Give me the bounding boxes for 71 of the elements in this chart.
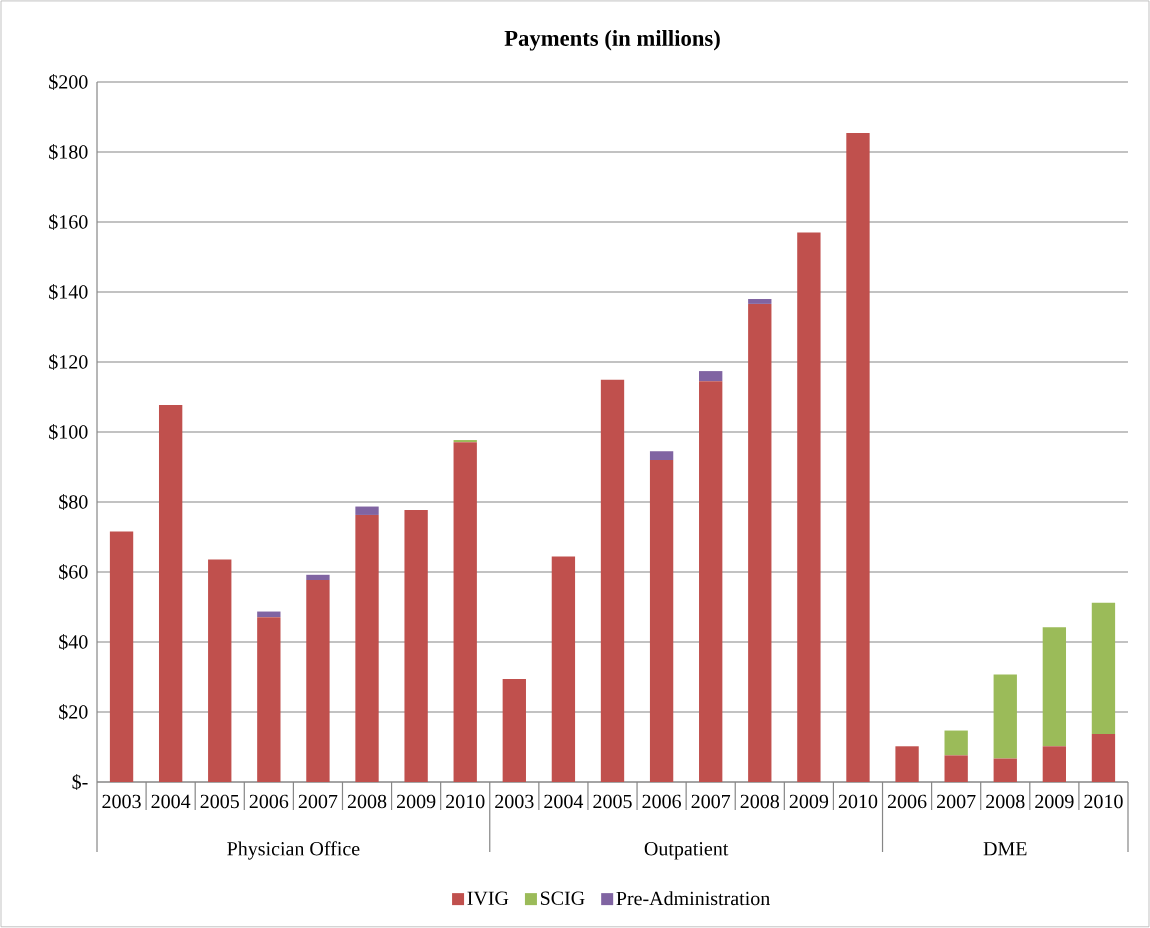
- bar: [208, 559, 232, 782]
- bar: [1091, 734, 1116, 782]
- bar: [257, 617, 281, 782]
- bar: [895, 746, 919, 782]
- bar: [649, 459, 674, 782]
- bar: [551, 556, 576, 782]
- bar: [306, 580, 330, 782]
- legend-label: Pre-Administration: [616, 891, 770, 906]
- bar: [355, 514, 379, 782]
- y-tick-label: $20: [59, 704, 88, 720]
- y-tick-label: $120: [49, 354, 88, 370]
- x-tick-label: 2006: [642, 794, 682, 809]
- text: Physician Office: [227, 841, 360, 860]
- x-tick-label: 2007: [691, 794, 731, 809]
- chart-title: Payments (in millions): [504, 30, 720, 51]
- bar: [944, 730, 968, 756]
- x-tick-label: 2010: [446, 794, 485, 809]
- x-tick-label: 2006: [887, 794, 927, 809]
- bar: [699, 371, 723, 382]
- x-tick-label: 2004: [544, 794, 584, 809]
- bar: [1042, 746, 1067, 782]
- bar: [600, 379, 625, 782]
- bar: [993, 758, 1017, 782]
- y-tick-label: $180: [49, 144, 88, 160]
- text: DME: [983, 842, 1027, 856]
- bar: [748, 303, 772, 782]
- bar: [257, 611, 281, 618]
- y-tick-label: $-: [72, 774, 88, 790]
- y-tick-label: $140: [49, 284, 88, 300]
- bar: [1091, 602, 1116, 735]
- bar: [1042, 627, 1067, 747]
- x-tick-label: 2009: [1035, 794, 1074, 809]
- bar: [109, 531, 134, 782]
- bar: [355, 506, 379, 515]
- legend-label: SCIG: [540, 891, 585, 905]
- x-tick-label: 2005: [200, 794, 239, 809]
- bar: [306, 574, 330, 581]
- bar: [846, 133, 870, 782]
- bar: [453, 440, 477, 443]
- y-tick-label: $160: [49, 214, 88, 230]
- bar: [453, 442, 477, 782]
- text: Outpatient: [644, 842, 729, 860]
- x-tick-label: 2007: [937, 794, 976, 809]
- y-tick-label: $80: [59, 494, 88, 510]
- x-tick-label: 2003: [495, 794, 534, 809]
- x-tick-label: 2007: [298, 794, 338, 809]
- x-tick-label: 2009: [397, 794, 436, 809]
- x-tick-label: 2010: [838, 794, 878, 809]
- bar: [649, 451, 674, 460]
- y-tick-label: $200: [49, 74, 88, 90]
- y-tick-label: $100: [49, 424, 88, 440]
- y-tick-label: $60: [59, 564, 88, 580]
- x-tick-label: 2008: [740, 794, 780, 809]
- x-tick-label: 2003: [102, 794, 141, 809]
- bar: [404, 510, 428, 782]
- bar: [502, 679, 526, 782]
- bar: [993, 674, 1017, 759]
- bar: [797, 232, 821, 782]
- bar: [748, 298, 772, 304]
- x-tick-label: 2009: [789, 794, 829, 809]
- x-tick-label: 2006: [249, 794, 289, 809]
- bar: [158, 405, 183, 782]
- bar: [699, 381, 723, 782]
- legend-label: IVIG: [467, 891, 509, 906]
- bar: [944, 755, 968, 782]
- x-tick-label: 2008: [986, 794, 1025, 809]
- x-tick-label: 2005: [593, 794, 632, 809]
- x-tick-label: 2010: [1084, 794, 1123, 809]
- x-tick-label: 2004: [151, 794, 191, 809]
- y-tick-label: $40: [59, 634, 88, 650]
- x-tick-label: 2008: [347, 794, 387, 809]
